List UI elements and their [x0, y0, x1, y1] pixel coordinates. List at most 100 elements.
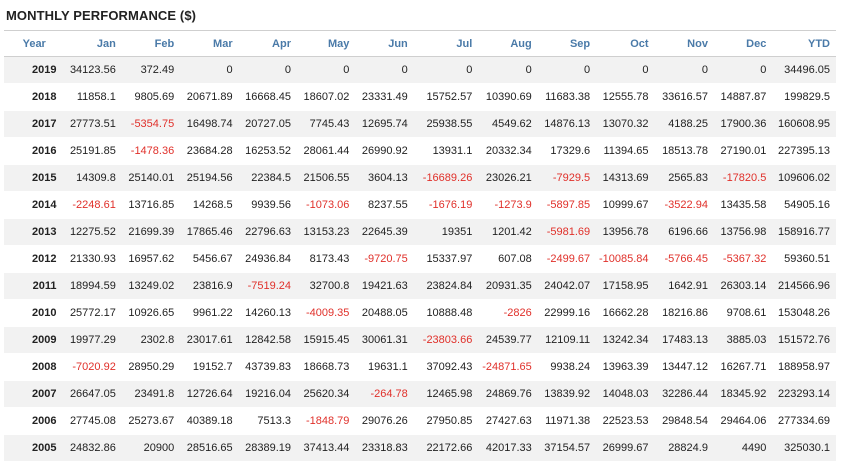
month-value-cell: 37154.57: [537, 434, 597, 462]
month-value-cell: 4549.62: [478, 110, 538, 138]
month-value-cell: 34123.56: [64, 56, 122, 84]
month-value-cell: 10888.48: [413, 299, 479, 327]
month-value-cell: 0: [596, 56, 655, 84]
month-value-cell: -9720.75: [355, 245, 414, 273]
ytd-cell: 277334.69: [772, 407, 836, 435]
month-value-cell: -16689.26: [413, 164, 479, 192]
month-value-cell: 27950.85: [413, 407, 479, 435]
month-value-cell: 22384.5: [238, 164, 297, 192]
table-row: 2011 18994.59 13249.02 23816.9 -7519.24 32700…: [4, 272, 836, 300]
month-value-cell: 18607.02: [297, 83, 356, 111]
month-value-cell: 20671.89: [180, 83, 239, 111]
month-value-cell: 17483.13: [654, 326, 714, 354]
month-value-cell: 1642.91: [654, 272, 714, 300]
table-row: 2012 21330.93 16957.62 5456.67 24936.84 8173.…: [4, 245, 836, 273]
month-value-cell: 25194.56: [180, 164, 239, 192]
month-value-cell: 24832.86: [64, 434, 122, 462]
column-header-dec: Dec: [713, 31, 773, 57]
month-value-cell: 40389.18: [180, 407, 239, 435]
month-value-cell: 3885.03: [713, 326, 773, 354]
month-value-cell: 18668.73: [297, 353, 356, 381]
month-value-cell: -4009.35: [297, 299, 356, 327]
month-value-cell: 23684.28: [180, 137, 239, 165]
month-value-cell: 10999.67: [596, 191, 655, 219]
month-value-cell: 15337.97: [413, 245, 479, 273]
row-year: 2007: [4, 380, 65, 408]
month-value-cell: -1848.79: [297, 407, 356, 435]
month-value-cell: 28389.19: [238, 434, 297, 462]
row-year: 2015: [4, 164, 65, 192]
row-year: 2005: [4, 434, 65, 462]
month-value-cell: 25620.34: [297, 380, 356, 408]
month-value-cell: -2826: [478, 299, 538, 327]
month-value-cell: 10390.69: [478, 83, 538, 111]
month-value-cell: 17865.46: [180, 218, 239, 246]
month-value-cell: -1273.9: [478, 191, 538, 219]
column-header-oct: Oct: [596, 31, 655, 57]
row-year: 2017: [4, 110, 65, 138]
month-value-cell: 17900.36: [713, 110, 773, 138]
month-value-cell: 24539.77: [478, 326, 538, 354]
table-row: 2016 25191.85 -1478.36 23684.28 16253.52 2806…: [4, 137, 836, 165]
month-value-cell: 21506.55: [297, 164, 356, 192]
month-value-cell: 1201.42: [478, 218, 538, 246]
month-value-cell: 16957.62: [121, 245, 181, 273]
month-value-cell: 26990.92: [355, 137, 414, 165]
month-value-cell: 8237.55: [355, 191, 414, 219]
month-value-cell: 28516.65: [180, 434, 239, 462]
month-value-cell: -7519.24: [238, 272, 297, 300]
ytd-cell: 59360.51: [772, 245, 836, 273]
ytd-cell: 151572.76: [772, 326, 836, 354]
month-value-cell: 28061.44: [297, 137, 356, 165]
table-row: 2010 25772.17 10926.65 9961.22 14260.13 -4009…: [4, 299, 836, 327]
month-value-cell: 14309.8: [64, 164, 122, 192]
month-value-cell: 0: [413, 56, 479, 84]
month-value-cell: 12109.11: [537, 326, 597, 354]
ytd-cell: 153048.26: [772, 299, 836, 327]
month-value-cell: 27427.63: [478, 407, 538, 435]
table-row: 2019 34123.56 372.49 0 0 0 0 0 0 0 0 0 0 34496.05: [4, 56, 836, 84]
month-value-cell: 14268.5: [180, 191, 239, 219]
month-value-cell: 19631.1: [355, 353, 414, 381]
month-value-cell: 11971.38: [537, 407, 597, 435]
month-value-cell: 25191.85: [64, 137, 122, 165]
month-value-cell: 15752.57: [413, 83, 479, 111]
month-value-cell: -2248.61: [64, 191, 122, 219]
performance-table: Year Jan Feb Mar Apr May Jun Jul Aug Sep Oct Nov Dec…: [4, 31, 836, 462]
month-value-cell: 23318.83: [355, 434, 414, 462]
month-value-cell: -7929.5: [537, 164, 597, 192]
table-body: 2019 34123.56 372.49 0 0 0 0 0 0 0 0 0 0 34496.05 2018…: [4, 56, 836, 462]
month-value-cell: 14048.03: [596, 380, 655, 408]
month-value-cell: 13839.92: [537, 380, 597, 408]
table-row: 2005 24832.86 20900 28516.65 28389.19 37413.4…: [4, 434, 836, 462]
month-value-cell: 6196.66: [654, 218, 714, 246]
month-value-cell: 23816.9: [180, 272, 239, 300]
month-value-cell: 2302.8: [121, 326, 181, 354]
month-value-cell: -5367.32: [713, 245, 773, 273]
month-value-cell: 26647.05: [64, 380, 122, 408]
month-value-cell: 21330.93: [64, 245, 122, 273]
month-value-cell: -1073.06: [297, 191, 356, 219]
month-value-cell: 0: [654, 56, 714, 84]
month-value-cell: 19152.7: [180, 353, 239, 381]
month-value-cell: 11858.1: [64, 83, 122, 111]
month-value-cell: 14876.13: [537, 110, 597, 138]
month-value-cell: 0: [537, 56, 597, 84]
row-year: 2014: [4, 191, 65, 219]
month-value-cell: 14260.13: [238, 299, 297, 327]
month-value-cell: 29464.06: [713, 407, 773, 435]
month-value-cell: 9708.61: [713, 299, 773, 327]
month-value-cell: 18994.59: [64, 272, 122, 300]
column-header-nov: Nov: [654, 31, 714, 57]
month-value-cell: 5456.67: [180, 245, 239, 273]
month-value-cell: 24936.84: [238, 245, 297, 273]
month-value-cell: 26999.67: [596, 434, 655, 462]
table-row: 2008 -7020.92 28950.29 19152.7 43739.83 18668…: [4, 353, 836, 381]
column-header-mar: Mar: [180, 31, 239, 57]
month-value-cell: 0: [713, 56, 773, 84]
month-value-cell: 12465.98: [413, 380, 479, 408]
ytd-cell: 158916.77: [772, 218, 836, 246]
column-header-apr: Apr: [238, 31, 297, 57]
ytd-cell: 109606.02: [772, 164, 836, 192]
month-value-cell: 28824.9: [654, 434, 714, 462]
